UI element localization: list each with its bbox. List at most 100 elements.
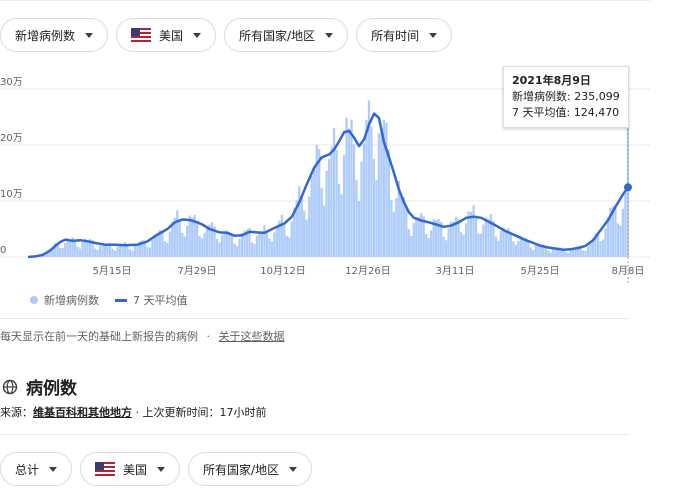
- daily-bar: [318, 149, 321, 257]
- daily-bar: [412, 223, 415, 257]
- x-tick-label: 8月8日: [612, 265, 645, 277]
- daily-bar: [447, 228, 450, 257]
- daily-bar: [223, 230, 226, 257]
- daily-bar: [604, 228, 607, 257]
- region-dropdown[interactable]: 所有国家/地区: [224, 18, 349, 52]
- daily-bar: [213, 226, 216, 257]
- daily-bar: [432, 219, 435, 257]
- daily-bar: [552, 249, 555, 257]
- daily-bar: [81, 241, 84, 257]
- daily-bar: [151, 239, 154, 257]
- daily-bar: [484, 217, 488, 257]
- daily-bar: [385, 122, 388, 257]
- chevron-down-icon: [85, 32, 94, 38]
- time-range-dropdown[interactable]: 所有时间: [356, 18, 453, 52]
- daily-bar: [198, 236, 201, 257]
- daily-bar: [61, 248, 64, 257]
- daily-bar: [298, 186, 301, 257]
- top-filter-bar: 新增病例数 美国 所有国家/地区 所有时间: [0, 18, 453, 52]
- daily-bar: [268, 238, 271, 257]
- daily-bar: [248, 228, 251, 257]
- globe-icon: [2, 379, 18, 394]
- daily-bar: [397, 181, 400, 257]
- source-link[interactable]: 维基百科和其他地方: [33, 406, 132, 419]
- daily-bar: [141, 240, 144, 257]
- daily-bar: [253, 243, 256, 257]
- daily-bar: [504, 231, 508, 257]
- daily-bar: [275, 227, 278, 257]
- daily-bar: [243, 230, 246, 257]
- daily-bar: [91, 240, 94, 257]
- daily-bar: [273, 232, 276, 257]
- daily-bar: [402, 196, 405, 257]
- total-dropdown[interactable]: 总计: [0, 452, 73, 486]
- daily-bar: [121, 244, 124, 257]
- daily-bar: [390, 200, 393, 257]
- tooltip-new-cases: 新增病例数: 235,099: [512, 90, 620, 103]
- daily-bar: [98, 245, 102, 257]
- daily-bar: [360, 161, 363, 257]
- daily-bar: [350, 119, 353, 257]
- daily-bar: [462, 234, 465, 257]
- daily-bar: [283, 223, 286, 257]
- region-dropdown-label: 所有国家/地区: [239, 28, 316, 43]
- daily-bar: [459, 232, 463, 257]
- about-data-link[interactable]: 关于这些数据: [218, 330, 285, 343]
- daily-bar: [435, 220, 438, 257]
- daily-bar: [245, 229, 249, 257]
- region-dropdown-bottom[interactable]: 所有国家/地区: [188, 452, 313, 486]
- daily-bar: [44, 254, 47, 257]
- country-dropdown[interactable]: 美国: [116, 18, 217, 52]
- daily-bar: [457, 219, 460, 257]
- daily-bar: [260, 232, 264, 257]
- daily-bar: [549, 252, 552, 257]
- daily-bar: [342, 155, 346, 257]
- country-dropdown-bottom[interactable]: 美国: [80, 452, 181, 486]
- daily-bar: [422, 216, 425, 257]
- daily-bar: [517, 241, 520, 257]
- daily-bar: [143, 242, 147, 257]
- daily-bar: [96, 249, 99, 257]
- daily-bar: [220, 235, 224, 257]
- legend-bars-swatch: [30, 296, 38, 304]
- x-tick-label: 7月29日: [177, 265, 216, 277]
- metric-dropdown[interactable]: 新增病例数: [0, 18, 109, 52]
- x-tick-label: 10月12日: [260, 265, 305, 277]
- daily-bar: [71, 237, 74, 257]
- legend-bars-label: 新增病例数: [44, 294, 99, 307]
- daily-bar: [93, 248, 97, 257]
- daily-bar: [332, 128, 336, 257]
- daily-bar: [79, 248, 82, 257]
- daily-bar: [606, 217, 610, 257]
- daily-bar: [233, 243, 236, 257]
- daily-bar: [84, 238, 87, 257]
- daily-bar: [596, 234, 600, 257]
- daily-bar: [479, 233, 483, 257]
- daily-bar: [166, 242, 169, 257]
- daily-bar: [56, 242, 59, 257]
- daily-bar: [285, 235, 288, 257]
- daily-bar: [88, 239, 92, 257]
- cases-chart[interactable]: 0 10万 20万 30万 5月15日 7月29日 10月12日 12月26日 3月11日 5月2…: [0, 62, 650, 284]
- daily-bar: [477, 233, 480, 257]
- daily-bar: [313, 167, 316, 257]
- chevron-down-icon: [429, 32, 438, 38]
- daily-bar: [206, 227, 209, 257]
- daily-bar: [335, 149, 338, 257]
- daily-bar: [126, 244, 129, 257]
- daily-bar: [469, 211, 473, 257]
- daily-bar: [305, 219, 308, 257]
- daily-bar: [554, 248, 557, 257]
- daily-bar: [278, 220, 281, 257]
- daily-bar: [64, 243, 67, 257]
- daily-bar: [539, 245, 542, 257]
- daily-bar: [547, 250, 550, 257]
- daily-bar: [203, 232, 206, 257]
- daily-bar: [138, 241, 142, 257]
- daily-bar: [161, 230, 164, 257]
- daily-bar: [288, 237, 291, 257]
- daily-bar: [452, 221, 455, 257]
- daily-bar: [524, 238, 527, 257]
- daily-bar: [375, 180, 378, 257]
- metric-dropdown-label: 新增病例数: [15, 28, 76, 43]
